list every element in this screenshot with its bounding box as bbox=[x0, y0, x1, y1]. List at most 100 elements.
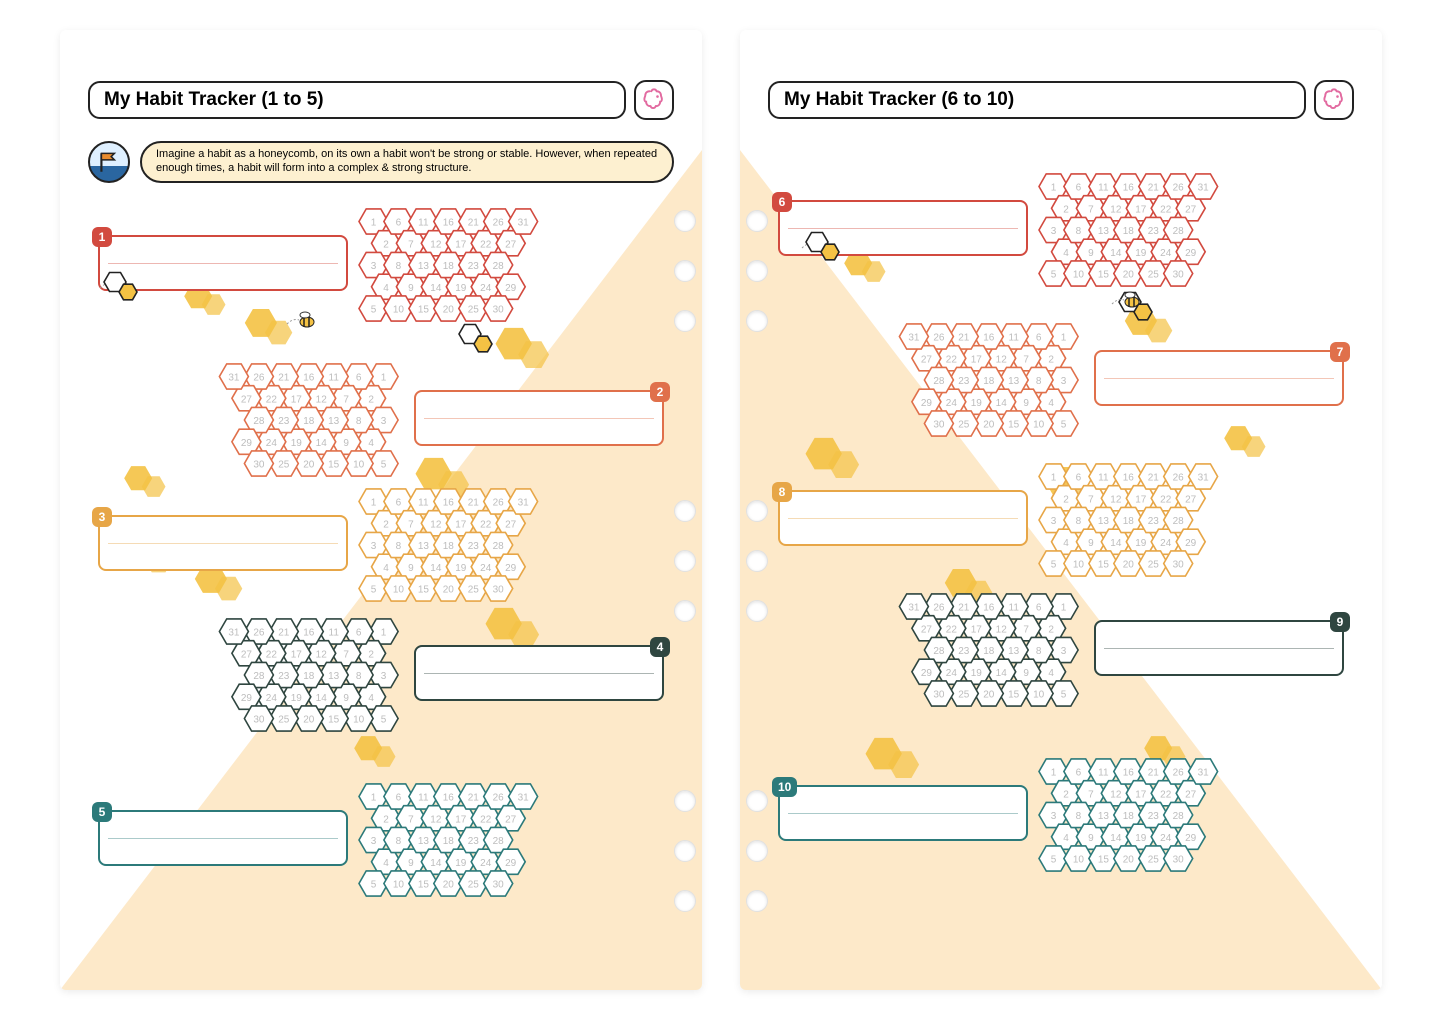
honeycomb-cell[interactable]: 31 bbox=[899, 324, 928, 349]
habit-label-box[interactable]: 3 bbox=[98, 515, 348, 571]
svg-text:9: 9 bbox=[408, 858, 414, 869]
svg-text:9: 9 bbox=[408, 563, 414, 574]
svg-text:30: 30 bbox=[933, 690, 945, 701]
honeycomb-cell[interactable]: 30 bbox=[1164, 261, 1193, 286]
svg-text:20: 20 bbox=[443, 880, 455, 891]
svg-text:24: 24 bbox=[265, 438, 277, 449]
svg-text:3: 3 bbox=[371, 261, 377, 272]
honeycomb-cell[interactable]: 31 bbox=[509, 784, 538, 809]
svg-text:18: 18 bbox=[303, 416, 315, 427]
binder-hole bbox=[674, 210, 696, 232]
svg-text:12: 12 bbox=[430, 239, 442, 250]
svg-text:17: 17 bbox=[970, 354, 982, 365]
svg-text:27: 27 bbox=[1185, 789, 1197, 800]
svg-text:26: 26 bbox=[253, 373, 265, 384]
brain-icon bbox=[634, 80, 674, 120]
svg-text:2: 2 bbox=[368, 394, 374, 405]
svg-text:20: 20 bbox=[1123, 560, 1135, 571]
honeycomb-cell[interactable]: 30 bbox=[244, 451, 273, 476]
svg-text:21: 21 bbox=[958, 603, 970, 614]
honeycomb-cell[interactable]: 31 bbox=[509, 209, 538, 234]
svg-text:16: 16 bbox=[983, 333, 995, 344]
svg-text:8: 8 bbox=[1076, 226, 1082, 237]
honeycomb-cell[interactable]: 31 bbox=[219, 619, 248, 644]
svg-text:22: 22 bbox=[265, 394, 277, 405]
honeycomb-cell[interactable]: 30 bbox=[1164, 551, 1193, 576]
binder-hole bbox=[746, 500, 768, 522]
svg-text:14: 14 bbox=[1110, 248, 1122, 259]
svg-text:5: 5 bbox=[1060, 690, 1066, 701]
svg-text:31: 31 bbox=[1198, 183, 1210, 194]
honeycomb-cell[interactable]: 31 bbox=[1189, 464, 1218, 489]
svg-text:13: 13 bbox=[418, 541, 430, 552]
svg-text:29: 29 bbox=[921, 668, 933, 679]
svg-text:30: 30 bbox=[1173, 855, 1185, 866]
honeycomb-cell[interactable]: 30 bbox=[484, 871, 513, 896]
svg-text:10: 10 bbox=[1033, 420, 1045, 431]
svg-text:20: 20 bbox=[1123, 855, 1135, 866]
honeycomb-cell[interactable]: 31 bbox=[899, 594, 928, 619]
description-text: Imagine a habit as a honeycomb, on its o… bbox=[140, 141, 674, 183]
svg-text:24: 24 bbox=[945, 398, 957, 409]
svg-text:1: 1 bbox=[371, 793, 377, 804]
svg-text:30: 30 bbox=[1173, 560, 1185, 571]
svg-text:22: 22 bbox=[945, 354, 957, 365]
small-hex-icon bbox=[802, 228, 848, 268]
honeycomb-cell[interactable]: 30 bbox=[484, 296, 513, 321]
svg-text:11: 11 bbox=[328, 628, 339, 639]
honeycomb-cell[interactable]: 30 bbox=[924, 681, 953, 706]
svg-text:18: 18 bbox=[303, 671, 315, 682]
svg-text:19: 19 bbox=[290, 438, 302, 449]
title-bar: My Habit Tracker (6 to 10) bbox=[768, 80, 1354, 120]
svg-text:3: 3 bbox=[1051, 811, 1057, 822]
svg-text:23: 23 bbox=[1148, 226, 1160, 237]
title-bar: My Habit Tracker (1 to 5) bbox=[88, 80, 674, 120]
svg-text:14: 14 bbox=[995, 398, 1007, 409]
svg-text:30: 30 bbox=[1173, 270, 1185, 281]
habit-label-box[interactable]: 9 bbox=[1094, 620, 1344, 676]
svg-text:23: 23 bbox=[468, 261, 480, 272]
svg-text:22: 22 bbox=[480, 239, 492, 250]
habit-label-box[interactable]: 4 bbox=[414, 645, 664, 701]
habit-label-box[interactable]: 8 bbox=[778, 490, 1028, 546]
svg-text:4: 4 bbox=[1063, 833, 1069, 844]
svg-text:28: 28 bbox=[253, 671, 265, 682]
svg-text:31: 31 bbox=[1198, 473, 1210, 484]
habit-label-box[interactable]: 10 bbox=[778, 785, 1028, 841]
svg-text:21: 21 bbox=[1148, 183, 1160, 194]
svg-text:15: 15 bbox=[1008, 690, 1020, 701]
svg-text:15: 15 bbox=[1098, 560, 1110, 571]
svg-text:31: 31 bbox=[518, 218, 530, 229]
svg-text:13: 13 bbox=[418, 261, 430, 272]
svg-text:27: 27 bbox=[1185, 494, 1197, 505]
honeycomb-cell[interactable]: 30 bbox=[924, 411, 953, 436]
honeycomb-cell[interactable]: 30 bbox=[484, 576, 513, 601]
honeycomb-cell[interactable]: 30 bbox=[1164, 846, 1193, 871]
flag-icon bbox=[88, 141, 130, 183]
svg-text:4: 4 bbox=[368, 693, 374, 704]
honeycomb-cell[interactable]: 31 bbox=[509, 489, 538, 514]
svg-text:11: 11 bbox=[328, 373, 339, 384]
svg-text:21: 21 bbox=[278, 628, 290, 639]
svg-text:5: 5 bbox=[380, 715, 386, 726]
honeycomb-cell[interactable]: 30 bbox=[244, 706, 273, 731]
svg-text:31: 31 bbox=[228, 373, 240, 384]
honeycomb-cell[interactable]: 31 bbox=[219, 364, 248, 389]
page-title: My Habit Tracker (6 to 10) bbox=[768, 81, 1306, 119]
svg-text:10: 10 bbox=[1073, 560, 1085, 571]
habit-label-box[interactable]: 7 bbox=[1094, 350, 1344, 406]
svg-text:21: 21 bbox=[278, 373, 290, 384]
svg-text:7: 7 bbox=[408, 814, 414, 825]
svg-text:26: 26 bbox=[1173, 768, 1185, 779]
svg-text:26: 26 bbox=[493, 218, 505, 229]
habit-label-box[interactable]: 2 bbox=[414, 390, 664, 446]
habit-number-tag: 7 bbox=[1330, 342, 1350, 362]
honeycomb-cell[interactable]: 31 bbox=[1189, 759, 1218, 784]
binder-hole bbox=[746, 310, 768, 332]
svg-text:12: 12 bbox=[430, 814, 442, 825]
honeycomb-cell[interactable]: 31 bbox=[1189, 174, 1218, 199]
habit-label-box[interactable]: 5 bbox=[98, 810, 348, 866]
svg-text:7: 7 bbox=[1088, 789, 1094, 800]
svg-text:3: 3 bbox=[1051, 516, 1057, 527]
svg-text:16: 16 bbox=[983, 603, 995, 614]
